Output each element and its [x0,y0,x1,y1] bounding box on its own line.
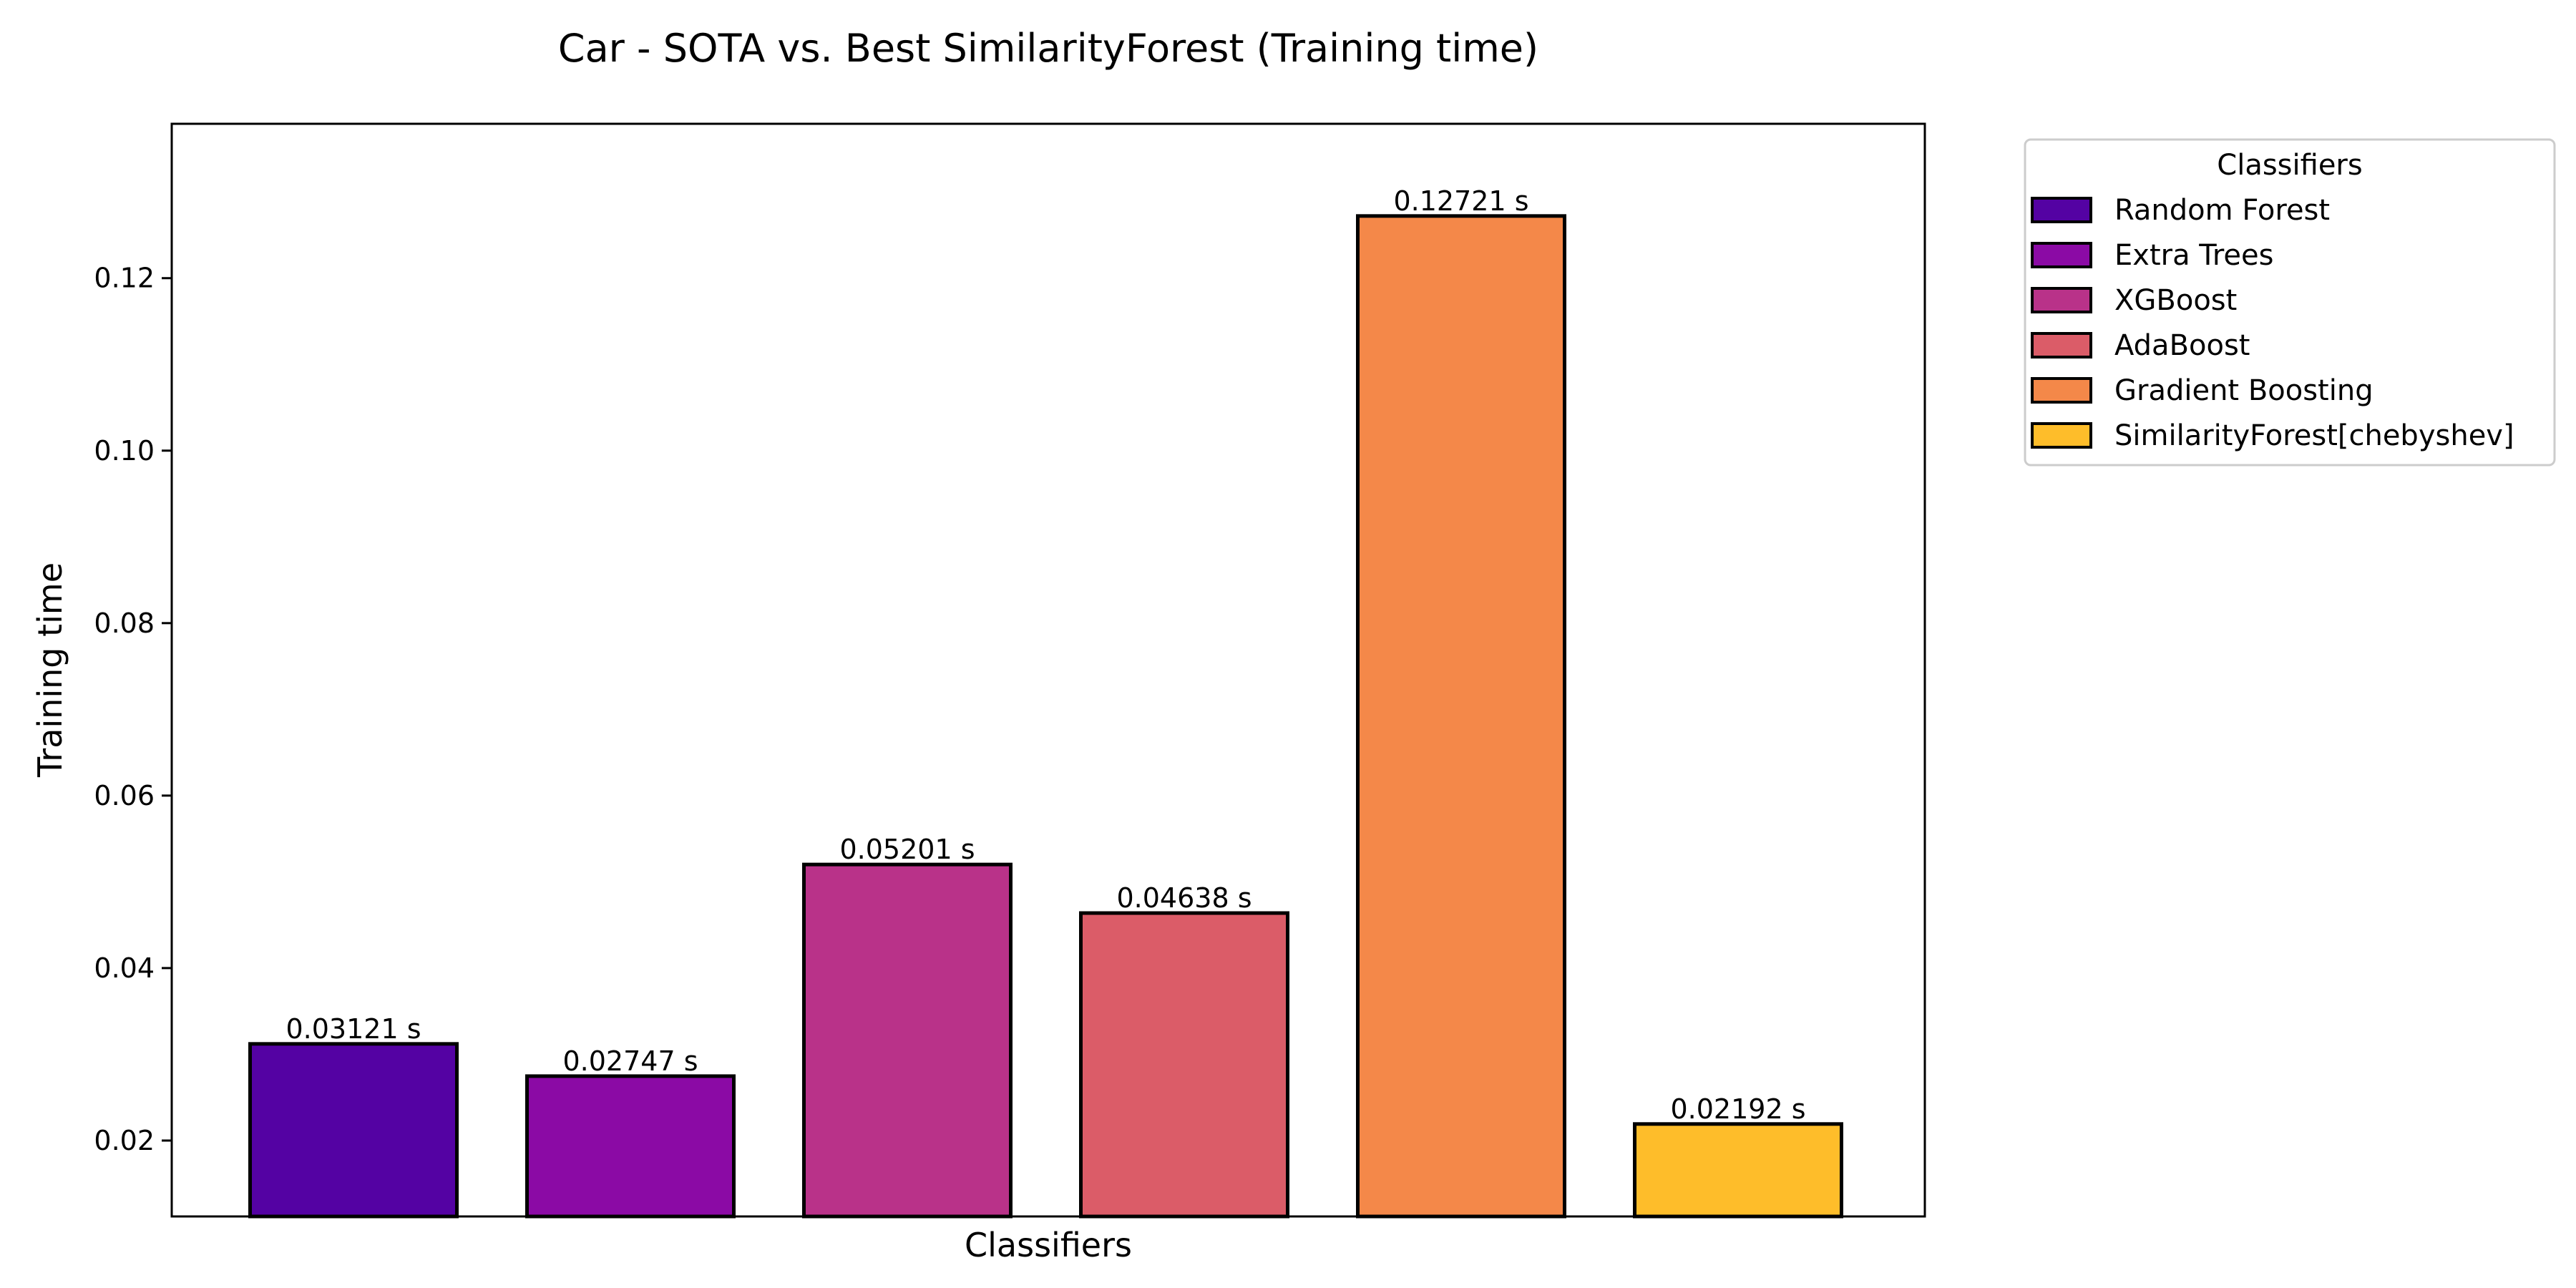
y-tick-label: 0.12 [94,263,155,294]
legend-label: Gradient Boosting [2114,374,2373,407]
legend-swatch [2031,197,2092,223]
chart-title: Car - SOTA vs. Best SimilarityForest (Tr… [558,26,1538,71]
bar-xgboost [802,862,1013,1219]
legend-label: Extra Trees [2114,239,2273,272]
legend-label: Random Forest [2114,194,2330,227]
y-tick-label: 0.06 [94,780,155,811]
legend-swatch [2031,242,2092,268]
legend-label: AdaBoost [2114,329,2250,362]
data-label: 0.03121 s [286,1013,421,1045]
y-axis: 0.02 0.04 0.06 0.08 0.10 0.12 [94,263,172,1156]
x-axis-label: Classifiers [965,1226,1132,1264]
data-label: 0.04638 s [1116,882,1252,914]
legend-entries: Random Forest Extra Trees XGBoost AdaBoost G… [2031,194,2514,452]
bar-similarityforest-chebyshev [1633,1122,1843,1219]
bar-extra-trees [525,1074,736,1219]
data-label: 0.02747 s [562,1045,698,1077]
y-axis-label: Training time [31,562,69,778]
bar-random-forest [248,1042,459,1219]
legend-title: Classifiers [2217,149,2362,182]
bar-adaboost [1079,911,1289,1219]
legend-swatch [2031,422,2092,449]
bars-layer [248,214,1843,1219]
legend: Classifiers Random Forest Extra Trees XGBo… [2024,138,2556,467]
legend-swatch [2031,332,2092,358]
data-label: 0.02192 s [1670,1093,1805,1125]
y-tick-label: 0.10 [94,435,155,467]
bar-gradient-boosting [1356,214,1566,1219]
data-labels-layer: 0.03121 s 0.02747 s 0.05201 s 0.04638 s 0.12… [286,185,1805,1125]
data-label: 0.05201 s [839,834,975,865]
y-tick-label: 0.02 [94,1125,155,1156]
legend-label: SimilarityForest[chebyshev] [2114,419,2514,452]
plot-frame [170,122,1926,1218]
y-tick-label: 0.04 [94,952,155,984]
legend-label: XGBoost [2114,284,2237,317]
legend-swatch [2031,377,2092,404]
y-tick-label: 0.08 [94,608,155,639]
data-label: 0.12721 s [1393,185,1528,217]
legend-frame [2024,138,2556,467]
legend-swatch [2031,287,2092,313]
